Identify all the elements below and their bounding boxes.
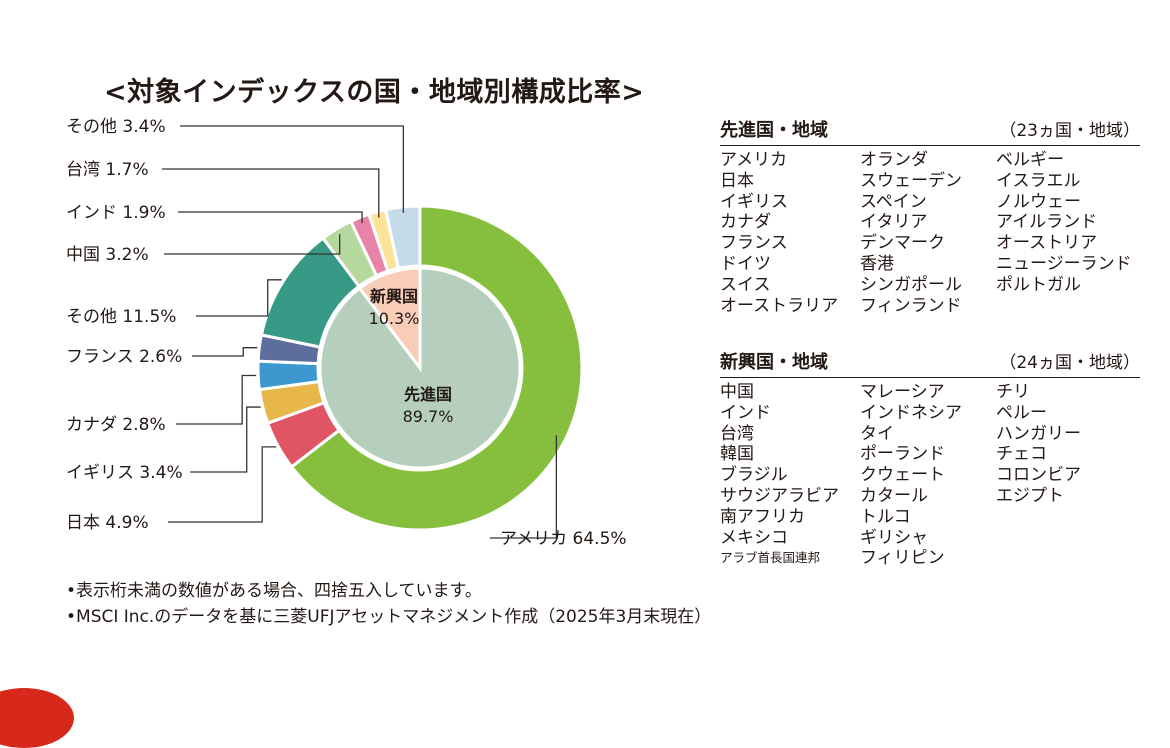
developed-countries-block: 先進国・地域 （23ヵ国・地域） アメリカ 日本 イギリス カナダ フランス ドイツ スイス… [720,116,1140,316]
emerging-country-item: チリ [996,382,1030,402]
emerging-country-item: ハンガリー [996,423,1081,444]
emerging-country-item: エジプト [996,485,1064,506]
developed-country-item: 日本 [720,170,754,191]
developed-country-item: アメリカ [720,150,788,170]
emerging-country-item: ブラジル [720,465,788,486]
outer-label-4: フランス 2.6% [66,347,182,367]
developed-country-item: 香港 [860,253,894,274]
outer-label-7: インド 1.9% [66,203,166,223]
developed-country-item: ノルウェー [996,191,1081,212]
developed-country-item: スイス [720,274,771,295]
note-source: •MSCI Inc.のデータを基に三菱UFJアセットマネジメント作成（2025年… [66,607,712,627]
inner-label-name-1: 新興国 [370,287,418,306]
leader-line-3 [176,374,257,425]
developed-country-item: フランス [720,233,788,254]
inner-label-value-1: 10.3% [369,309,420,328]
emerging-country-item: カタール [860,485,928,506]
developed-country-list: アメリカ 日本 イギリス カナダ フランス ドイツ スイス オーストラリア オランダ スウェーデン… [720,150,1140,316]
developed-country-item: カナダ [720,212,771,233]
developed-country-item: オーストリア [996,233,1098,254]
leader-line-6 [164,234,341,255]
developed-country-item: イスラエル [996,170,1081,191]
emerging-country-item: クウェート [860,465,945,486]
developed-country-item: スウェーデン [860,170,962,191]
developed-country-item: スペイン [860,191,927,212]
outer-label-3: カナダ 2.8% [66,415,166,435]
emerging-header: 新興国・地域 （24ヵ国・地域） [720,348,1140,378]
inner-label-name-0: 先進国 [404,385,452,404]
outer-label-5: その他 11.5% [66,307,176,327]
developed-country-item: ニュージーランド [996,253,1132,274]
outer-label-6: 中国 3.2% [66,245,149,265]
outer-label-9: その他 3.4% [66,117,166,137]
emerging-country-item: ギリシャ [860,527,928,548]
outer-ring [256,204,584,532]
emerging-country-item: チェコ [996,444,1047,465]
developed-count: （23ヵ国・地域） [999,121,1140,141]
leader-line-8 [162,168,380,218]
emerging-country-item: マレーシア [860,382,945,402]
developed-country-item: イタリア [860,212,928,233]
developed-country-item: イギリス [720,191,788,212]
emerging-country-item: フィリピン [860,548,945,569]
slice-labels: 先進国 89.7% 新興国 10.3% アメリカ 64.5% 日本 4.9% イギリス 3.… [66,117,627,549]
inner-label-value-0: 89.7% [403,407,454,426]
emerging-country-item: アラブ首長国連邦 [720,550,821,566]
developed-country-item: オーストラリア [720,295,839,316]
emerging-country-list: 中国 インド 台湾 韓国 ブラジル サウジアラビア 南アフリカ メキシコアラブ首長国連邦 マレー… [720,382,1140,569]
emerging-title: 新興国・地域 [720,352,828,373]
developed-title: 先進国・地域 [720,120,828,141]
outer-label-8: 台湾 1.7% [66,160,149,180]
emerging-country-item: コロンビア [996,465,1081,486]
emerging-count: （24ヵ国・地域） [999,353,1140,373]
leader-line-5 [196,279,282,317]
leader-line-0 [490,435,558,539]
outer-label-2: イギリス 3.4% [66,463,183,483]
emerging-country-item: タイ [860,423,894,444]
leader-line-1 [168,446,277,523]
developed-country-item: ドイツ [720,253,771,274]
leader-line-9 [180,125,405,213]
chart-title: <対象インデックスの国・地域別構成比率> [104,77,645,108]
developed-country-item: ベルギー [996,150,1064,170]
emerging-country-item: サウジアラビア [720,485,839,506]
developed-country-item: ポルトガル [996,274,1081,295]
decorative-red-shape [0,688,74,748]
emerging-country-item: インドネシア [860,402,962,423]
developed-country-item: デンマーク [860,233,945,254]
emerging-country-item: メキシコ [720,527,788,548]
outer-slice-9 [383,204,422,271]
outer-slice-0 [289,204,584,532]
donut-chart: 先進国 89.7% 新興国 10.3% アメリカ 64.5% 日本 4.9% イギリス 3.… [66,117,627,549]
emerging-country-item: インド [720,402,771,423]
leader-line-7 [178,211,363,224]
outer-label-0: アメリカ 64.5% [500,529,627,549]
inner-ring [318,266,522,470]
note-rounding: •表示桁未満の数値がある場合、四捨五入しています。 [66,581,482,601]
emerging-country-item: 台湾 [720,423,754,444]
developed-header: 先進国・地域 （23ヵ国・地域） [720,116,1140,146]
emerging-country-item: トルコ [860,506,911,527]
leader-line-2 [190,406,261,473]
developed-country-item: フィンランド [860,295,962,316]
emerging-country-item: 中国 [720,382,754,402]
developed-country-item: オランダ [860,150,928,170]
leader-line-4 [192,347,258,357]
outer-label-1: 日本 4.9% [66,513,149,533]
developed-country-item: シンガポール [860,274,962,295]
developed-country-item: アイルランド [996,212,1098,233]
emerging-country-item: ペルー [996,402,1047,423]
emerging-country-item: 南アフリカ [720,506,805,527]
emerging-countries-block: 新興国・地域 （24ヵ国・地域） 中国 インド 台湾 韓国 ブラジル サウジアラビア 南アフ… [720,348,1140,569]
leader-lines [162,125,558,539]
emerging-country-item: 韓国 [720,444,754,465]
inner-slice-1 [357,266,422,373]
emerging-country-item: ポーランド [860,444,945,465]
